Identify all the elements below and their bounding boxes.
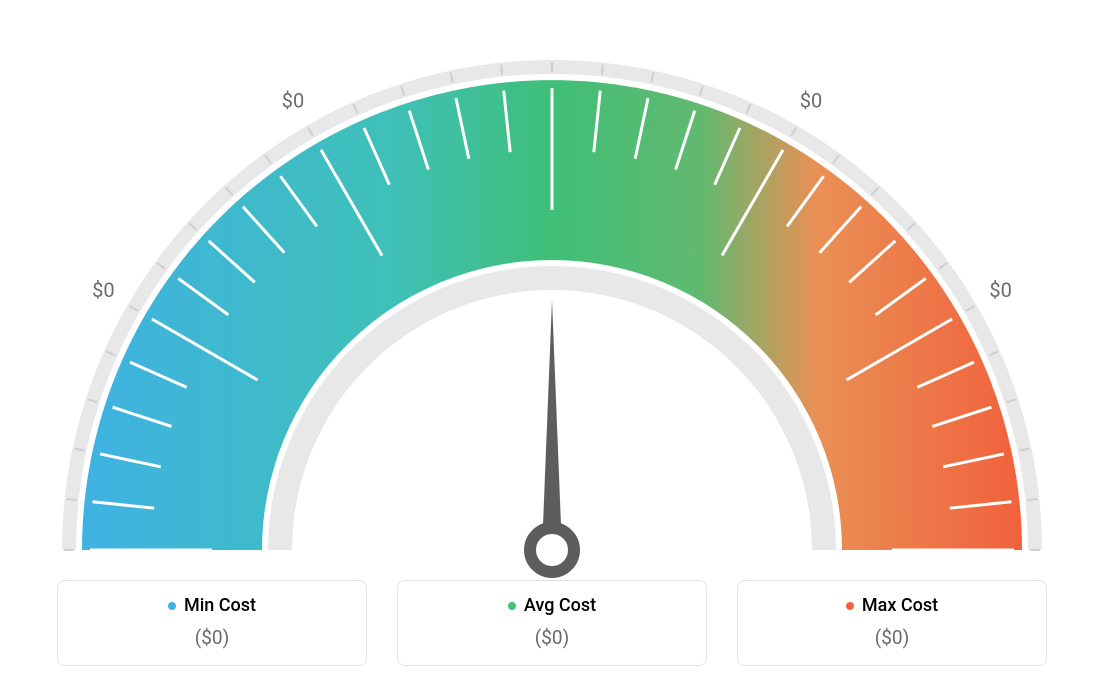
legend-row: Min Cost ($0) Avg Cost ($0) Max Cost ($0…	[57, 580, 1047, 667]
legend-card-avg: Avg Cost ($0)	[397, 580, 707, 667]
svg-text:$0: $0	[92, 278, 114, 302]
legend-value-avg: ($0)	[398, 626, 706, 649]
legend-dot-min	[168, 602, 176, 610]
gauge-chart: $0$0$0$0$0$0$0	[52, 40, 1052, 560]
gauge-svg: $0$0$0$0$0$0$0	[52, 40, 1052, 600]
svg-text:$0: $0	[989, 278, 1011, 302]
legend-card-max: Max Cost ($0)	[737, 580, 1047, 667]
legend-label-avg: Avg Cost	[524, 595, 596, 616]
svg-text:$0: $0	[800, 88, 822, 112]
legend-label-min: Min Cost	[184, 595, 256, 616]
legend-value-min: ($0)	[58, 626, 366, 649]
legend-dot-max	[846, 602, 854, 610]
cost-gauge-widget: $0$0$0$0$0$0$0 Min Cost ($0) Avg Cost ($…	[0, 0, 1104, 690]
legend-label-max: Max Cost	[862, 595, 938, 616]
legend-value-max: ($0)	[738, 626, 1046, 649]
legend-dot-avg	[508, 602, 516, 610]
svg-text:$0: $0	[541, 40, 563, 43]
legend-card-min: Min Cost ($0)	[57, 580, 367, 667]
svg-text:$0: $0	[282, 88, 304, 112]
